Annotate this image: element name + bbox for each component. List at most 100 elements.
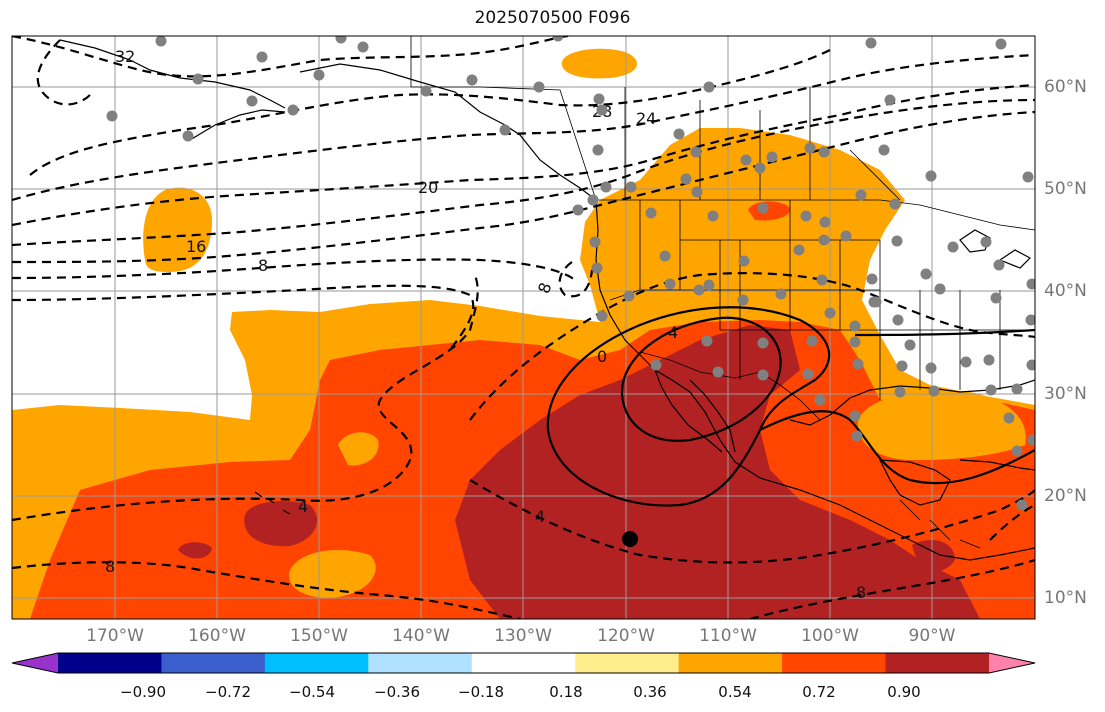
station-marker	[775, 288, 787, 300]
colorbar-tick-label: −0.90	[120, 683, 166, 701]
station-markers	[106, 36, 1035, 511]
contour-label: 24	[636, 109, 656, 128]
contour-label: 4	[668, 323, 678, 342]
station-marker	[983, 354, 995, 366]
station-marker	[757, 337, 769, 349]
station-marker	[707, 210, 719, 222]
longitude-label: 100°W	[801, 626, 859, 646]
map-title: 2025070500 F096	[474, 8, 631, 28]
station-marker	[947, 241, 959, 253]
fill-orange-hole-b	[289, 550, 376, 598]
contour-neg12	[12, 110, 1035, 264]
station-marker	[596, 104, 608, 116]
map-area: 32 28 24 20 16 8 8 8 8 4 4 0 4	[12, 36, 1035, 619]
contour-neg8-far-east	[989, 504, 1035, 541]
station-marker	[650, 359, 662, 371]
station-marker	[591, 262, 603, 274]
station-marker	[1003, 412, 1015, 424]
positive-contours	[546, 306, 1035, 507]
contour-label: 0	[597, 347, 607, 366]
longitude-label: 90°W	[908, 626, 956, 646]
station-marker	[878, 144, 890, 156]
station-marker	[816, 274, 828, 286]
station-marker	[593, 93, 605, 105]
colorbar-segment	[58, 653, 162, 673]
station-marker	[313, 69, 325, 81]
station-marker	[840, 230, 852, 242]
contour-label: 8	[258, 256, 268, 275]
station-marker	[600, 181, 612, 193]
station-marker	[691, 186, 703, 198]
contour-neg4-upper	[12, 284, 475, 351]
station-marker	[754, 162, 766, 174]
latitude-label: 60°N	[1044, 77, 1087, 97]
contour-neg32	[12, 36, 571, 78]
colorbar-tick-label: 0.54	[718, 683, 752, 701]
station-marker	[246, 95, 258, 107]
station-marker	[182, 130, 194, 142]
fill-orange-holes	[12, 390, 1026, 598]
station-marker	[703, 279, 715, 291]
station-marker	[680, 173, 692, 185]
station-marker	[596, 310, 608, 322]
station-marker	[802, 368, 814, 380]
station-marker	[884, 94, 896, 106]
station-marker	[866, 273, 878, 285]
colorbar-tick-label: 0.36	[633, 683, 667, 701]
station-marker	[804, 142, 816, 154]
station-marker	[659, 250, 671, 262]
station-marker	[1011, 383, 1023, 395]
station-marker	[995, 38, 1007, 50]
longitude-label: 160°W	[188, 626, 246, 646]
station-marker	[990, 292, 1002, 304]
latitude-label: 30°N	[1044, 384, 1087, 404]
center-marker	[622, 531, 638, 547]
colorbar-tick-label: 0.72	[802, 683, 836, 701]
fill-orange-alaska-blob	[561, 48, 637, 79]
canada-alaska-border	[410, 36, 597, 201]
station-marker	[894, 386, 906, 398]
station-marker	[870, 296, 882, 308]
station-marker	[889, 198, 901, 210]
station-marker	[335, 36, 347, 44]
station-marker	[849, 410, 861, 422]
station-marker	[155, 36, 167, 47]
station-marker	[814, 394, 826, 406]
station-marker	[800, 210, 812, 222]
colorbar-segment	[161, 653, 266, 673]
station-marker	[106, 110, 118, 122]
fill-orange-pacific-blob	[143, 187, 212, 272]
station-marker	[572, 204, 584, 216]
station-marker	[1016, 499, 1028, 511]
contour-neg8	[12, 258, 576, 281]
colorbar-outline	[11, 652, 1036, 674]
contour-label: 32	[115, 47, 135, 66]
station-marker	[993, 259, 1005, 271]
colorbar-segment	[678, 653, 783, 673]
colorbar	[11, 652, 1036, 674]
colorbar-tick-label: −0.36	[374, 683, 420, 701]
station-marker	[818, 234, 830, 246]
central-america-lines	[899, 499, 981, 549]
station-marker	[1011, 445, 1023, 457]
station-marker	[645, 207, 657, 219]
station-marker	[849, 336, 861, 348]
negative-contours	[12, 36, 1035, 619]
fill-darkred-blob-a	[244, 501, 318, 547]
contour-labels: 32 28 24 20 16 8 8 8 8 4 4 0 4	[105, 47, 866, 602]
station-marker	[1025, 314, 1035, 326]
station-marker	[623, 290, 635, 302]
station-marker	[256, 51, 268, 63]
station-marker	[1022, 171, 1034, 183]
station-marker	[738, 255, 750, 267]
contour-zero	[469, 272, 1035, 421]
colorbar-segment	[885, 653, 990, 673]
contour-label: 4	[298, 497, 308, 516]
station-marker	[925, 362, 937, 374]
station-marker	[904, 339, 916, 351]
station-marker	[757, 369, 769, 381]
station-marker	[690, 146, 702, 158]
station-marker	[192, 73, 204, 85]
fill-orange-hole-a	[338, 432, 379, 466]
